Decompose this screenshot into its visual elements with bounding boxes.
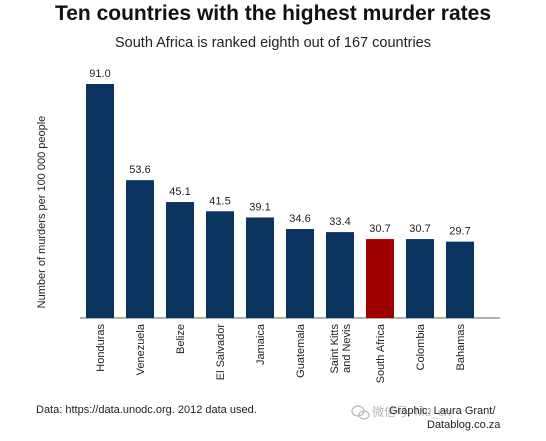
category-label-line: Colombia bbox=[415, 323, 427, 370]
value-label: 41.5 bbox=[209, 195, 230, 207]
category-label: Honduras bbox=[95, 324, 107, 372]
category-labels-group: Honduras Venezuela Belize El Salvador Jamaic… bbox=[95, 323, 467, 383]
category-label-line: Guatemala bbox=[295, 323, 307, 378]
wechat-icon bbox=[351, 405, 370, 420]
bar-jamaica bbox=[246, 217, 274, 318]
value-label: 91.0 bbox=[89, 68, 110, 80]
bars-group bbox=[86, 84, 474, 318]
bar-venezuela bbox=[126, 180, 154, 318]
value-label: 39.1 bbox=[249, 201, 270, 213]
bar-colombia bbox=[406, 239, 434, 318]
category-label-line: South Africa bbox=[375, 323, 387, 383]
bar-el-salvador bbox=[206, 211, 234, 318]
category-label: Belize bbox=[175, 324, 187, 354]
value-label: 33.4 bbox=[329, 216, 350, 228]
source-note: Data: https://data.unodc.org. 2012 data … bbox=[36, 404, 257, 416]
bar-bahamas bbox=[446, 241, 474, 318]
category-label-line: Saint Kitts bbox=[329, 324, 341, 374]
category-label-line: Belize bbox=[175, 324, 187, 354]
chart-title: Ten countries with the highest murder ra… bbox=[55, 2, 491, 25]
value-label: 45.1 bbox=[169, 186, 190, 198]
y-axis-label: Number of murders per 100 000 people bbox=[36, 116, 48, 309]
value-label: 30.7 bbox=[409, 223, 430, 235]
value-label: 34.6 bbox=[289, 213, 310, 225]
bar-belize bbox=[166, 202, 194, 318]
watermark-text: 微信号: Mu_cn bbox=[372, 405, 451, 419]
category-label: Jamaica bbox=[255, 323, 267, 365]
category-label: Saint Kittsand Nevis bbox=[329, 324, 353, 374]
bar-south-africa bbox=[366, 239, 394, 318]
category-label-line: Bahamas bbox=[455, 324, 467, 371]
bar-honduras bbox=[86, 84, 114, 318]
category-label: Bahamas bbox=[455, 324, 467, 371]
value-label: 30.7 bbox=[369, 223, 390, 235]
category-label: South Africa bbox=[375, 323, 387, 383]
credit-line-2: Datablog.co.za bbox=[427, 419, 501, 431]
value-labels-group: 91.0 53.6 45.1 41.5 39.1 34.6 33.4 30.7 30.7 29.7 bbox=[89, 68, 470, 238]
value-label: 29.7 bbox=[449, 226, 470, 238]
category-label-line: Jamaica bbox=[255, 323, 267, 365]
category-label-line: Honduras bbox=[95, 324, 107, 372]
category-label: El Salvador bbox=[215, 324, 227, 381]
chart-subtitle: South Africa is ranked eighth out of 167… bbox=[115, 35, 431, 51]
category-label: Venezuela bbox=[135, 323, 147, 375]
category-label-line: Venezuela bbox=[135, 323, 147, 375]
watermark: 微信号: Mu_cn bbox=[351, 405, 451, 420]
category-label: Guatemala bbox=[295, 323, 307, 378]
bar-guatemala bbox=[286, 229, 314, 318]
category-label-line: and Nevis bbox=[341, 324, 353, 373]
value-label: 53.6 bbox=[129, 164, 150, 176]
category-label-line: El Salvador bbox=[215, 324, 227, 381]
bar-saint-kitts-and-nevis bbox=[326, 232, 354, 318]
category-label: Colombia bbox=[415, 323, 427, 370]
credit-line-1: Graphic: Laura Grant/ bbox=[389, 405, 496, 417]
